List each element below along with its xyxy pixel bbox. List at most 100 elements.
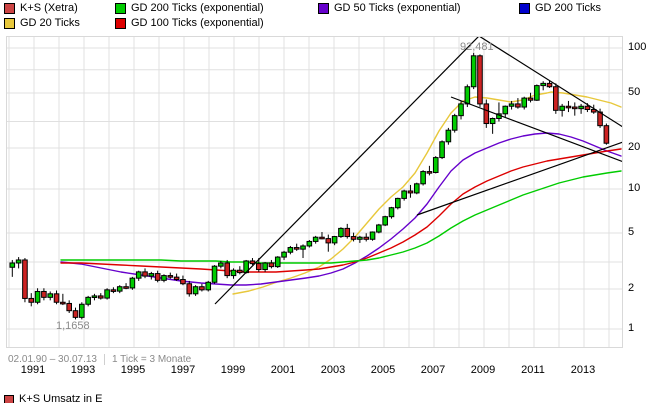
candle-body bbox=[41, 290, 47, 298]
candle-body bbox=[565, 105, 572, 109]
candle-body bbox=[142, 271, 148, 277]
ma-line bbox=[60, 132, 622, 286]
legend-item-label: GD 200 Ticks (exponential) bbox=[131, 2, 264, 14]
candle-body bbox=[420, 171, 426, 185]
x-axis-tick-label: 2001 bbox=[270, 364, 296, 376]
candle-body bbox=[445, 129, 452, 143]
candle-body bbox=[306, 240, 313, 247]
candle-body bbox=[515, 103, 521, 108]
y-axis-tick-label: 2 bbox=[628, 282, 635, 294]
candle-body bbox=[527, 97, 534, 101]
x-axis-tick-label: 2005 bbox=[370, 364, 396, 376]
candle-body bbox=[319, 236, 325, 240]
candlestick-series bbox=[9, 52, 610, 320]
x-axis-tick-label: 1999 bbox=[220, 364, 246, 376]
candle-body bbox=[66, 302, 72, 312]
candle-body bbox=[180, 279, 186, 285]
x-axis-tick-label: 2013 bbox=[570, 364, 596, 376]
candle-body bbox=[199, 286, 205, 291]
chart-legend: K+S (Xetra) GD 200 Ticks (exponential) GD … bbox=[0, 0, 659, 30]
legend-swatch-icon bbox=[115, 18, 126, 29]
trend-line bbox=[450, 96, 622, 163]
candle-body bbox=[521, 97, 528, 108]
candle-body bbox=[237, 269, 243, 274]
annotation-high: 92,481 bbox=[460, 41, 494, 53]
candle-body bbox=[110, 289, 117, 292]
candle-body bbox=[388, 207, 395, 218]
legend-item[interactable]: GD 50 Ticks (exponential) bbox=[318, 3, 461, 14]
trend-line bbox=[416, 141, 622, 216]
x-axis: 1991 1993 1995 1997 1999 2001 2003 2005 2007 2009… bbox=[0, 364, 659, 382]
candle-body bbox=[571, 106, 578, 110]
candle-body bbox=[458, 103, 464, 117]
candle-body bbox=[300, 245, 306, 250]
candle-body bbox=[192, 286, 199, 295]
candle-body bbox=[34, 290, 41, 303]
candle-body bbox=[211, 265, 218, 283]
x-axis-tick-label: 1993 bbox=[70, 364, 96, 376]
volume-legend-item[interactable]: K+S Umsatz in E bbox=[4, 394, 102, 403]
candle-body bbox=[281, 251, 287, 258]
ma-line bbox=[60, 170, 622, 264]
candle-body bbox=[312, 236, 319, 242]
legend-item[interactable]: GD 20 Ticks bbox=[4, 18, 80, 29]
ma-line bbox=[60, 148, 622, 273]
candle-body bbox=[331, 236, 338, 244]
candle-body bbox=[148, 273, 155, 277]
candle-body bbox=[287, 247, 294, 253]
candle-body bbox=[540, 82, 546, 87]
tick-interval-label: 1 Tick = 3 Monate bbox=[103, 353, 198, 365]
x-axis-tick-label: 1991 bbox=[20, 364, 46, 376]
chart-info-bar: 02.01.90 – 30.07.13 1 Tick = 3 Monate bbox=[8, 352, 198, 366]
candle-body bbox=[274, 256, 281, 268]
legend-item-label: K+S (Xetra) bbox=[20, 2, 78, 14]
candle-body bbox=[369, 231, 376, 240]
candle-body bbox=[218, 262, 224, 267]
candle-body bbox=[470, 55, 477, 88]
y-axis-tick-label: 20 bbox=[628, 141, 641, 153]
annotation-low: 1,1658 bbox=[56, 320, 90, 332]
candle-body bbox=[47, 293, 54, 298]
candle-body bbox=[401, 190, 407, 199]
candle-body bbox=[553, 86, 559, 111]
candle-body bbox=[363, 236, 370, 240]
legend-item-label: GD 50 Ticks (exponential) bbox=[334, 2, 461, 14]
candle-body bbox=[53, 293, 60, 303]
candle-body bbox=[603, 125, 610, 144]
candle-body bbox=[173, 276, 180, 281]
x-axis-tick-label: 2011 bbox=[521, 364, 545, 376]
chart-canvas bbox=[7, 37, 622, 347]
legend-item[interactable]: GD 100 Ticks (exponential) bbox=[115, 18, 264, 29]
candle-body bbox=[91, 295, 98, 299]
candle-body bbox=[129, 277, 136, 289]
legend-swatch-icon bbox=[4, 18, 15, 29]
candle-body bbox=[116, 286, 123, 292]
x-axis-tick-label: 2007 bbox=[420, 364, 446, 376]
candle-body bbox=[451, 115, 458, 131]
candle-body bbox=[407, 190, 414, 194]
candle-body bbox=[559, 105, 565, 111]
candle-body bbox=[546, 82, 553, 88]
candle-body bbox=[590, 108, 597, 113]
legend-swatch-icon bbox=[318, 3, 329, 14]
x-axis-tick-label: 1995 bbox=[120, 364, 146, 376]
candle-body bbox=[15, 259, 22, 264]
legend-item[interactable]: K+S (Xetra) bbox=[4, 3, 78, 14]
legend-item[interactable]: GD 200 Ticks (exponential) bbox=[115, 3, 264, 14]
candle-body bbox=[249, 260, 256, 265]
candle-body bbox=[293, 247, 300, 250]
candle-body bbox=[584, 105, 591, 110]
x-axis-tick-label: 2003 bbox=[320, 364, 346, 376]
candle-body bbox=[376, 224, 382, 233]
candle-body bbox=[489, 117, 496, 125]
legend-swatch-icon bbox=[4, 3, 15, 14]
y-axis-tick-label: 100 bbox=[628, 41, 647, 53]
candle-body bbox=[22, 259, 28, 299]
volume-legend-label: K+S Umsatz in E bbox=[19, 394, 103, 403]
plot-area: 92,481 1,1658 bbox=[6, 36, 623, 348]
candle-body bbox=[135, 271, 142, 279]
legend-item[interactable]: GD 200 Ticks bbox=[519, 3, 601, 14]
legend-swatch-icon bbox=[115, 3, 126, 14]
candle-body bbox=[382, 216, 388, 226]
x-axis-tick-label: 2009 bbox=[470, 364, 496, 376]
